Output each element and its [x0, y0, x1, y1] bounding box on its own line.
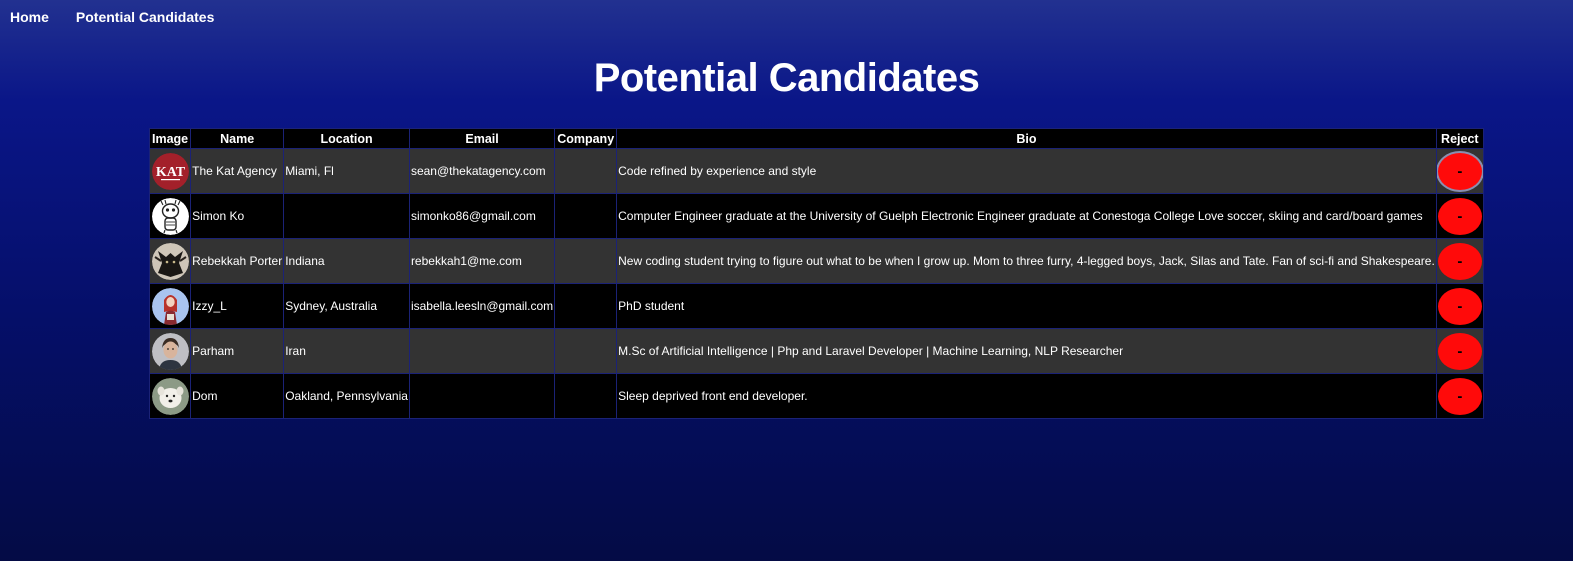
reject-button[interactable]: - [1437, 152, 1482, 190]
bio-cell: Code refined by experience and style [616, 148, 1437, 194]
reject-cell: - [1435, 238, 1484, 284]
bio-cell: M.Sc of Artificial Intelligence | Php an… [616, 328, 1437, 374]
image-cell [148, 373, 192, 419]
location-cell: Oakland, Pennsylvania [283, 373, 410, 419]
table-row: Dom Oakland, Pennsylvania Sleep deprived… [148, 373, 1484, 419]
image-cell [148, 283, 192, 329]
header-name: Name [190, 128, 285, 149]
top-nav: Home Potential Candidates [0, 0, 231, 34]
email-cell: rebekkah1@me.com [408, 238, 556, 284]
header-bio: Bio [616, 128, 1437, 149]
reject-button[interactable]: - [1437, 242, 1482, 280]
email-cell [408, 328, 556, 374]
header-company: Company [554, 128, 618, 149]
bio-cell: PhD student [616, 283, 1437, 329]
reject-cell: - [1435, 328, 1484, 374]
portrait-photo-avatar [151, 332, 189, 370]
image-cell [148, 328, 192, 374]
location-cell [283, 193, 410, 239]
name-cell: Dom [190, 373, 285, 419]
image-cell [148, 238, 192, 284]
cartoon-sketch-avatar [151, 197, 189, 235]
dark-creature-avatar [151, 242, 189, 280]
table-row: Parham Iran M.Sc of Artificial Intellige… [148, 328, 1484, 374]
nav-home-link[interactable]: Home [10, 9, 49, 25]
reject-button[interactable]: - [1437, 197, 1482, 235]
name-cell: Izzy_L [190, 283, 285, 329]
reject-cell: - [1435, 283, 1484, 329]
reject-button[interactable]: - [1437, 287, 1482, 325]
candidates-table: Image Name Location Email Company Bio Re… [148, 128, 1484, 419]
nav-potential-candidates-link[interactable]: Potential Candidates [75, 9, 215, 25]
bio-cell: Sleep deprived front end developer. [616, 373, 1437, 419]
image-cell: KAT [148, 148, 192, 194]
table-row: KAT The Kat Agency Miami, Fl sean@thekat… [148, 148, 1484, 194]
reject-button[interactable]: - [1437, 332, 1482, 370]
header-image: Image [148, 128, 192, 149]
white-dog-avatar [151, 377, 189, 415]
name-cell: Simon Ko [190, 193, 285, 239]
reject-cell: - [1435, 373, 1484, 419]
location-cell: Indiana [283, 238, 410, 284]
company-cell [554, 193, 618, 239]
reject-cell: - [1435, 193, 1484, 239]
header-reject: Reject [1435, 128, 1484, 149]
company-cell [554, 283, 618, 329]
header-location: Location [283, 128, 410, 149]
reject-cell: - [1435, 148, 1484, 194]
company-cell [554, 238, 618, 284]
email-cell: simonko86@gmail.com [408, 193, 556, 239]
image-cell [148, 193, 192, 239]
page-title: Potential Candidates [593, 56, 980, 100]
table-row: Rebekkah Porter Indiana rebekkah1@me.com… [148, 238, 1484, 284]
location-cell: Sydney, Australia [283, 283, 410, 329]
location-cell: Iran [283, 328, 410, 374]
illustrated-girl-avatar [151, 287, 189, 325]
table-row: Izzy_L Sydney, Australia isabella.leesln… [148, 283, 1484, 329]
table-header-row: Image Name Location Email Company Bio Re… [148, 128, 1484, 149]
email-cell [408, 373, 556, 419]
header-email: Email [408, 128, 556, 149]
bio-cell: Computer Engineer graduate at the Univer… [616, 193, 1437, 239]
email-cell: isabella.leesln@gmail.com [408, 283, 556, 329]
name-cell: The Kat Agency [190, 148, 285, 194]
company-cell [554, 373, 618, 419]
company-cell [554, 328, 618, 374]
reject-button[interactable]: - [1437, 377, 1482, 415]
kat-agency-logo-avatar: KAT [151, 152, 189, 190]
name-cell: Parham [190, 328, 285, 374]
kat-logo-text: KAT [155, 165, 185, 180]
table-row: Simon Ko simonko86@gmail.com Computer En… [148, 193, 1484, 239]
email-cell: sean@thekatagency.com [408, 148, 556, 194]
name-cell: Rebekkah Porter [190, 238, 285, 284]
company-cell [554, 148, 618, 194]
bio-cell: New coding student trying to figure out … [616, 238, 1437, 284]
location-cell: Miami, Fl [283, 148, 410, 194]
